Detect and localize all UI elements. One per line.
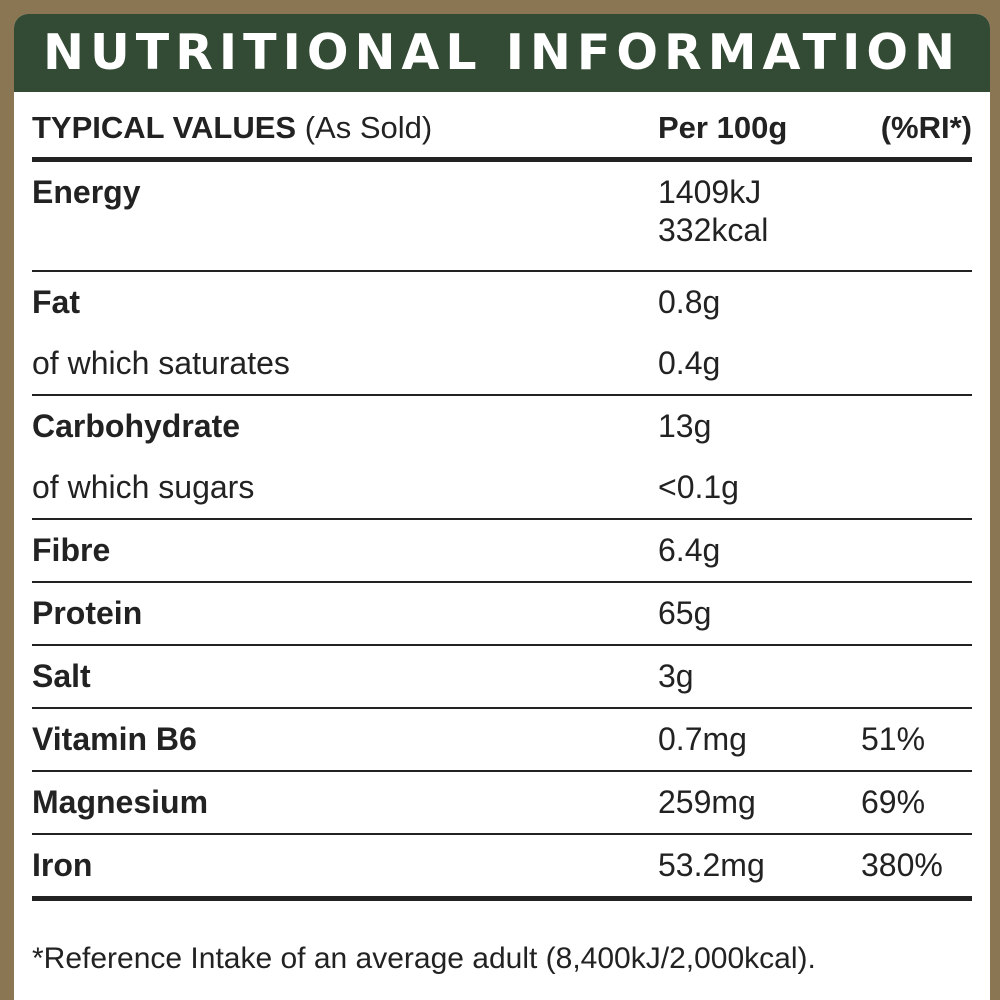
table-row: Fat 0.8g	[32, 272, 972, 333]
energy-kcal-value: 332kcal	[658, 212, 769, 248]
energy-kj-value: 1409kJ	[658, 174, 762, 210]
row-group-vitamin-b6: Vitamin B6 0.7mg 51%	[32, 709, 972, 772]
table-row: of which saturates 0.4g	[32, 333, 972, 394]
nutrition-panel: NUTRITIONAL INFORMATION TYPICAL VALUES (…	[14, 14, 990, 1000]
table-row: Energy 1409kJ 332kcal	[32, 162, 972, 270]
table-header-row: TYPICAL VALUES (As Sold) Per 100g (%RI*)	[32, 92, 972, 162]
row-group-iron: Iron 53.2mg 380%	[32, 835, 972, 901]
nutrient-value: 65g	[658, 595, 712, 631]
table-row: Fibre 6.4g	[32, 520, 972, 581]
header-typical-values-label: TYPICAL VALUES	[32, 110, 297, 145]
nutrient-value: 3g	[658, 658, 694, 694]
nutrient-value: 0.8g	[658, 284, 721, 320]
table-row: Salt 3g	[32, 646, 972, 707]
nutrient-ri: 69%	[861, 784, 926, 820]
nutrient-value: 259mg	[658, 784, 756, 820]
nutrient-label: Magnesium	[32, 784, 209, 820]
nutrient-label: of which sugars	[32, 469, 255, 505]
table-row: Iron 53.2mg 380%	[32, 835, 972, 896]
header-ri: (%RI*)	[880, 110, 972, 145]
header-per-100g: Per 100g	[658, 110, 788, 145]
nutrient-label: Protein	[32, 595, 143, 631]
row-group-protein: Protein 65g	[32, 583, 972, 646]
table-row: Magnesium 259mg 69%	[32, 772, 972, 833]
nutrient-label: Carbohydrate	[32, 408, 241, 444]
nutrient-label: Salt	[32, 658, 91, 694]
nutrient-label: Iron	[32, 847, 93, 883]
nutrient-label: of which saturates	[32, 345, 290, 381]
row-group-energy: Energy 1409kJ 332kcal	[32, 162, 972, 272]
nutrient-label: Fibre	[32, 532, 111, 568]
nutrient-value: 1409kJ 332kcal	[658, 173, 768, 249]
table-row: Vitamin B6 0.7mg 51%	[32, 709, 972, 770]
nutrient-value: 13g	[658, 408, 712, 444]
reference-intake-footnote: *Reference Intake of an average adult (8…	[32, 942, 816, 975]
nutrient-label: Fat	[32, 284, 80, 320]
nutrient-label: Vitamin B6	[32, 721, 197, 757]
nutrition-table: TYPICAL VALUES (As Sold) Per 100g (%RI*)…	[32, 92, 972, 901]
table-row: Carbohydrate 13g	[32, 396, 972, 457]
nutrient-value: 0.4g	[658, 345, 721, 381]
nutrient-value: 53.2mg	[658, 847, 765, 883]
header-typical-values: TYPICAL VALUES (As Sold)	[32, 110, 432, 146]
nutrient-ri: 380%	[861, 847, 943, 883]
row-group-salt: Salt 3g	[32, 646, 972, 709]
nutrient-label: Energy	[32, 174, 141, 210]
row-group-carbohydrate: Carbohydrate 13g of which sugars <0.1g	[32, 396, 972, 520]
table-row: Protein 65g	[32, 583, 972, 644]
row-group-fat: Fat 0.8g of which saturates 0.4g	[32, 272, 972, 396]
nutrient-ri: 51%	[861, 721, 926, 757]
table-row: of which sugars <0.1g	[32, 457, 972, 518]
panel-title: NUTRITIONAL INFORMATION	[14, 14, 990, 92]
nutrient-value: <0.1g	[658, 469, 739, 505]
row-group-magnesium: Magnesium 259mg 69%	[32, 772, 972, 835]
nutrient-value: 6.4g	[658, 532, 721, 568]
row-group-fibre: Fibre 6.4g	[32, 520, 972, 583]
nutrient-value: 0.7mg	[658, 721, 747, 757]
header-as-sold-label: (As Sold)	[304, 110, 433, 145]
